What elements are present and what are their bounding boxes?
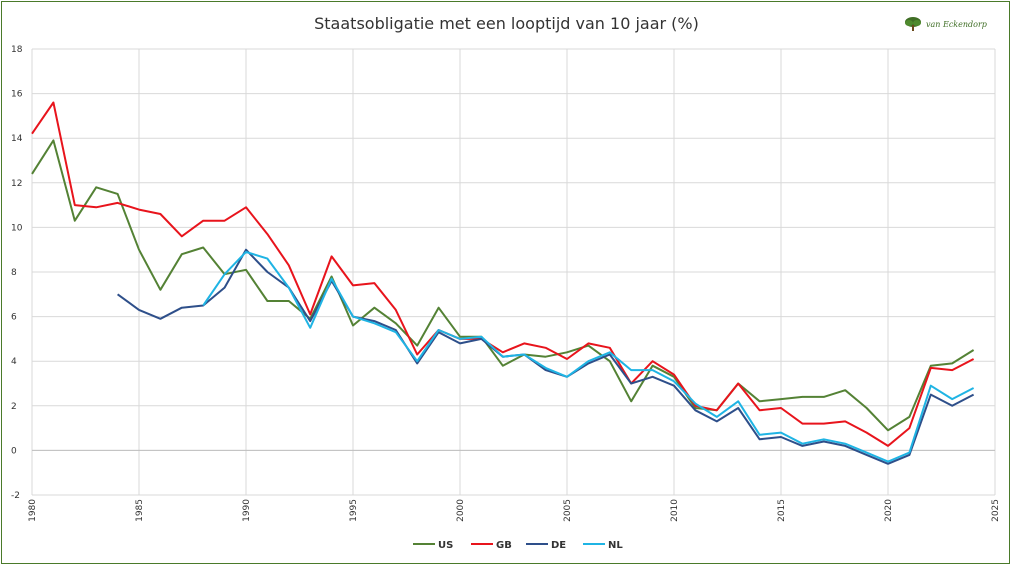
x-tick-label: 1995	[349, 499, 359, 522]
x-tick-label: 2000	[456, 499, 466, 522]
x-tick-label: 1990	[242, 499, 252, 522]
y-tick-label: 18	[11, 45, 23, 55]
legend-label: GB	[496, 540, 512, 551]
y-tick-label: 8	[11, 268, 17, 278]
series-line-de	[117, 248, 975, 465]
y-axis-ticks: -2 0 2 4 6 8 10 12 14 16 18	[11, 45, 23, 501]
y-tick-label: 14	[11, 134, 23, 144]
y-tick-label: 2	[11, 402, 17, 412]
y-tick-label: -2	[11, 491, 20, 501]
x-tick-label: 2020	[884, 499, 894, 522]
x-tick-label: 1980	[28, 499, 38, 522]
logo-text: van Eckendorp	[926, 20, 987, 29]
series-line-gb	[31, 101, 975, 447]
x-tick-label: 2010	[670, 499, 680, 522]
series-line-nl	[202, 250, 975, 463]
x-tick-label: 2025	[991, 499, 1001, 522]
legend-label: US	[438, 540, 453, 551]
legend-item-de: DE	[526, 540, 566, 551]
x-tick-label: 1985	[135, 499, 145, 522]
tree-icon	[905, 17, 921, 31]
y-tick-label: 0	[11, 446, 17, 456]
legend-label: DE	[551, 540, 566, 551]
logo: van Eckendorp	[905, 17, 987, 31]
y-tick-label: 4	[11, 357, 17, 367]
y-tick-label: 10	[11, 223, 23, 233]
x-tick-label: 2015	[777, 499, 787, 522]
legend-item-us: US	[413, 540, 453, 551]
x-tick-label: 2005	[563, 499, 573, 522]
legend-item-gb: GB	[471, 540, 512, 551]
y-tick-label: 6	[11, 313, 17, 323]
gridlines	[31, 48, 996, 496]
y-tick-label: 16	[11, 90, 23, 100]
y-tick-label: 12	[11, 179, 22, 189]
chart-title: Staatsobligatie met een looptijd van 10 …	[314, 14, 699, 33]
legend-label: NL	[608, 540, 623, 551]
series-line-us	[31, 139, 975, 432]
x-axis-ticks: 1980 1985 1990 1995 2000 2005 2010 2015 2020 2025	[28, 499, 1001, 522]
series-lines	[31, 101, 975, 465]
legend: US GB DE NL	[413, 540, 623, 551]
legend-item-nl: NL	[583, 540, 623, 551]
